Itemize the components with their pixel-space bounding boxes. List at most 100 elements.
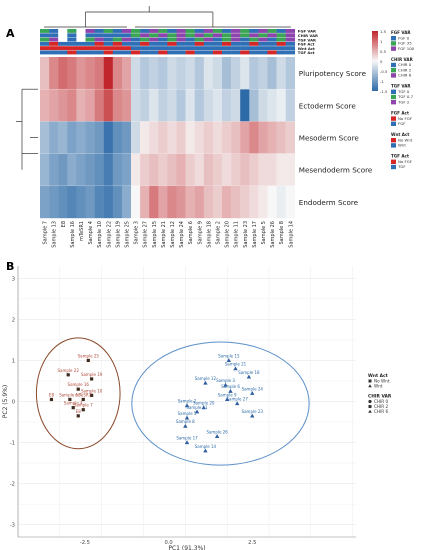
annotation-cell <box>240 46 250 51</box>
heatmap-cell <box>194 89 204 122</box>
point-label: Sample 13 <box>59 392 81 397</box>
annotation-cell <box>76 46 86 51</box>
annotation-legend-label: No FGF <box>398 159 413 164</box>
annotation-cell <box>258 33 268 38</box>
annotation-legend-title: FGF Act <box>391 110 409 115</box>
heatmap-cell <box>276 57 286 90</box>
annotation-legend-label: No FGF <box>398 116 413 121</box>
column-label: Sample 10 <box>97 221 103 248</box>
heatmap-cell <box>131 121 141 154</box>
heatmap-cell <box>121 89 132 122</box>
annotation-track-label: TGF Act <box>298 50 315 55</box>
annotation-cell <box>103 29 113 33</box>
row-label: Ectoderm Score <box>299 101 357 110</box>
y-tick-label: -3 <box>10 523 15 529</box>
heatmap-cell <box>185 185 195 219</box>
annotation-legend-label: CHIR 6 <box>398 73 412 78</box>
heatmap-cell <box>258 89 268 122</box>
heatmap-cell <box>285 153 295 186</box>
annotation-cell <box>276 29 286 33</box>
annotation-cell <box>249 46 259 51</box>
annotation-cell <box>240 33 250 38</box>
heatmap-cell <box>285 89 295 122</box>
annotation-legend-swatch <box>391 62 396 68</box>
heatmap-cell <box>240 121 250 154</box>
point-label: Sample 11 <box>186 405 208 410</box>
heatmap-cell <box>76 57 86 90</box>
annotation-cell <box>167 33 177 38</box>
scatter-legend-label: Wnt <box>374 384 383 389</box>
annotation-cell <box>203 46 214 51</box>
x-tick-label: -2.5 <box>80 540 90 546</box>
annotation-cell <box>121 29 132 33</box>
column-label: Sample 21 <box>161 221 167 248</box>
annotation-cell <box>276 37 286 42</box>
heatmap-cell <box>140 121 150 154</box>
annotation-cell <box>149 41 159 46</box>
data-point <box>90 377 94 381</box>
heatmap-cell <box>158 185 168 219</box>
heatmap-cell <box>167 185 177 219</box>
annotation-cell <box>58 50 68 55</box>
heatmap-cell <box>249 57 259 90</box>
point-label: Sample 14 <box>195 444 217 449</box>
column-label: Sample 13 <box>52 221 58 248</box>
annotation-cell <box>231 46 241 51</box>
heatmap-cell <box>67 185 77 219</box>
point-label: Sample 25 <box>78 353 100 358</box>
annotation-cell <box>76 29 86 33</box>
data-point <box>228 388 233 393</box>
point-label: Sample 7 <box>74 403 93 408</box>
heatmap-cell <box>158 153 168 186</box>
point-label: Sample 22 <box>58 368 80 373</box>
data-point <box>183 423 188 428</box>
heatmap-cell <box>131 57 141 90</box>
annotation-cell <box>212 46 223 51</box>
heatmap-cell <box>222 185 232 219</box>
heatmap-cell <box>194 153 204 186</box>
annotation-cell <box>231 50 241 55</box>
heatmap-cell <box>58 89 68 122</box>
annotation-cell <box>103 41 113 46</box>
colorbar <box>372 31 378 91</box>
heatmap-cell <box>267 185 277 219</box>
heatmap-cell <box>58 57 68 90</box>
annotation-cell <box>85 50 95 55</box>
heatmap-cell <box>222 121 232 154</box>
point-label: E8 <box>49 392 55 397</box>
annotation-legend-label: Wnt <box>398 143 406 148</box>
annotation-cell <box>94 41 104 46</box>
annotation-cell <box>194 46 204 51</box>
annotation-legend-swatch <box>391 41 396 46</box>
annotation-legend-label: TGF 0 <box>397 89 410 94</box>
heatmap-cell <box>58 121 68 154</box>
heatmap-cell <box>94 153 104 186</box>
annotation-cell <box>49 37 59 42</box>
heatmap-cell <box>185 57 195 90</box>
heatmap-cell <box>167 121 177 154</box>
annotation-cell <box>176 37 186 42</box>
heatmap-cell <box>194 185 204 219</box>
annotation-legend-title: TGF Act <box>391 154 409 159</box>
annotation-cell <box>231 29 241 33</box>
annotation-legend-label: TGF 0.7 <box>397 94 414 99</box>
heatmap-cell <box>149 89 159 122</box>
heatmap-cell <box>112 185 123 219</box>
heatmap-cell <box>149 153 159 186</box>
annotation-cell <box>258 37 268 42</box>
data-point <box>233 366 238 371</box>
annotation-track-label: FGF VAR <box>298 29 316 34</box>
annotation-cell <box>276 50 286 55</box>
annotation-cell <box>185 50 195 55</box>
annotation-cell <box>212 41 223 46</box>
annotation-cell <box>203 33 214 38</box>
heatmap-cell <box>121 57 132 90</box>
heatmap-cell <box>49 57 59 90</box>
annotation-cell <box>94 29 104 33</box>
heatmap-cell <box>276 185 286 219</box>
point-label: Sample 4 <box>64 401 83 406</box>
annotation-cell <box>276 46 286 51</box>
annotation-cell <box>58 41 68 46</box>
annotation-cell <box>85 41 95 46</box>
annotation-track-label: TGF VAR <box>298 37 316 42</box>
